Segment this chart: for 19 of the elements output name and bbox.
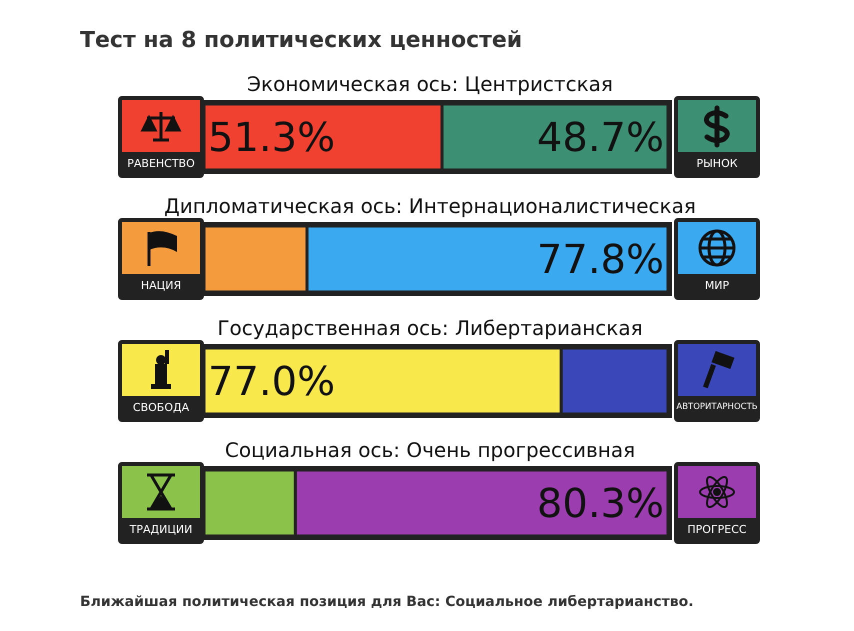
text: РЫНОК bbox=[678, 152, 756, 174]
data-label: 80.3% bbox=[536, 481, 664, 527]
text: Тест на 8 политических ценностей bbox=[80, 28, 522, 53]
data-label: 48.7% bbox=[536, 115, 664, 161]
data-label: 51.3% bbox=[208, 115, 336, 161]
series-label: АВТОРИТАРНОСТЬ bbox=[676, 396, 758, 418]
text: НАЦИЯ bbox=[122, 274, 200, 296]
chart-title: Экономическая ось: Центристская bbox=[246, 72, 614, 96]
series-label: РАВЕНСТВО bbox=[122, 152, 200, 174]
chart-title: Дипломатическая ось: Интернационалистическая bbox=[163, 194, 697, 218]
text: МИР bbox=[678, 274, 756, 296]
data-label: 77.8% bbox=[536, 237, 664, 283]
data-label: 77.0% bbox=[208, 359, 336, 405]
chart-title: Государственная ось: Либертарианская bbox=[216, 316, 644, 340]
chart-title: Социальная ось: Очень прогрессивная bbox=[224, 438, 636, 462]
series-label: СВОБОДА bbox=[122, 396, 200, 418]
series-label: ПРОГРЕСС bbox=[678, 518, 756, 540]
series-label: ТРАДИЦИИ bbox=[122, 518, 200, 540]
text: Ближайшая политическая позиция для Вас: Социальное либертарианство. bbox=[80, 594, 694, 610]
